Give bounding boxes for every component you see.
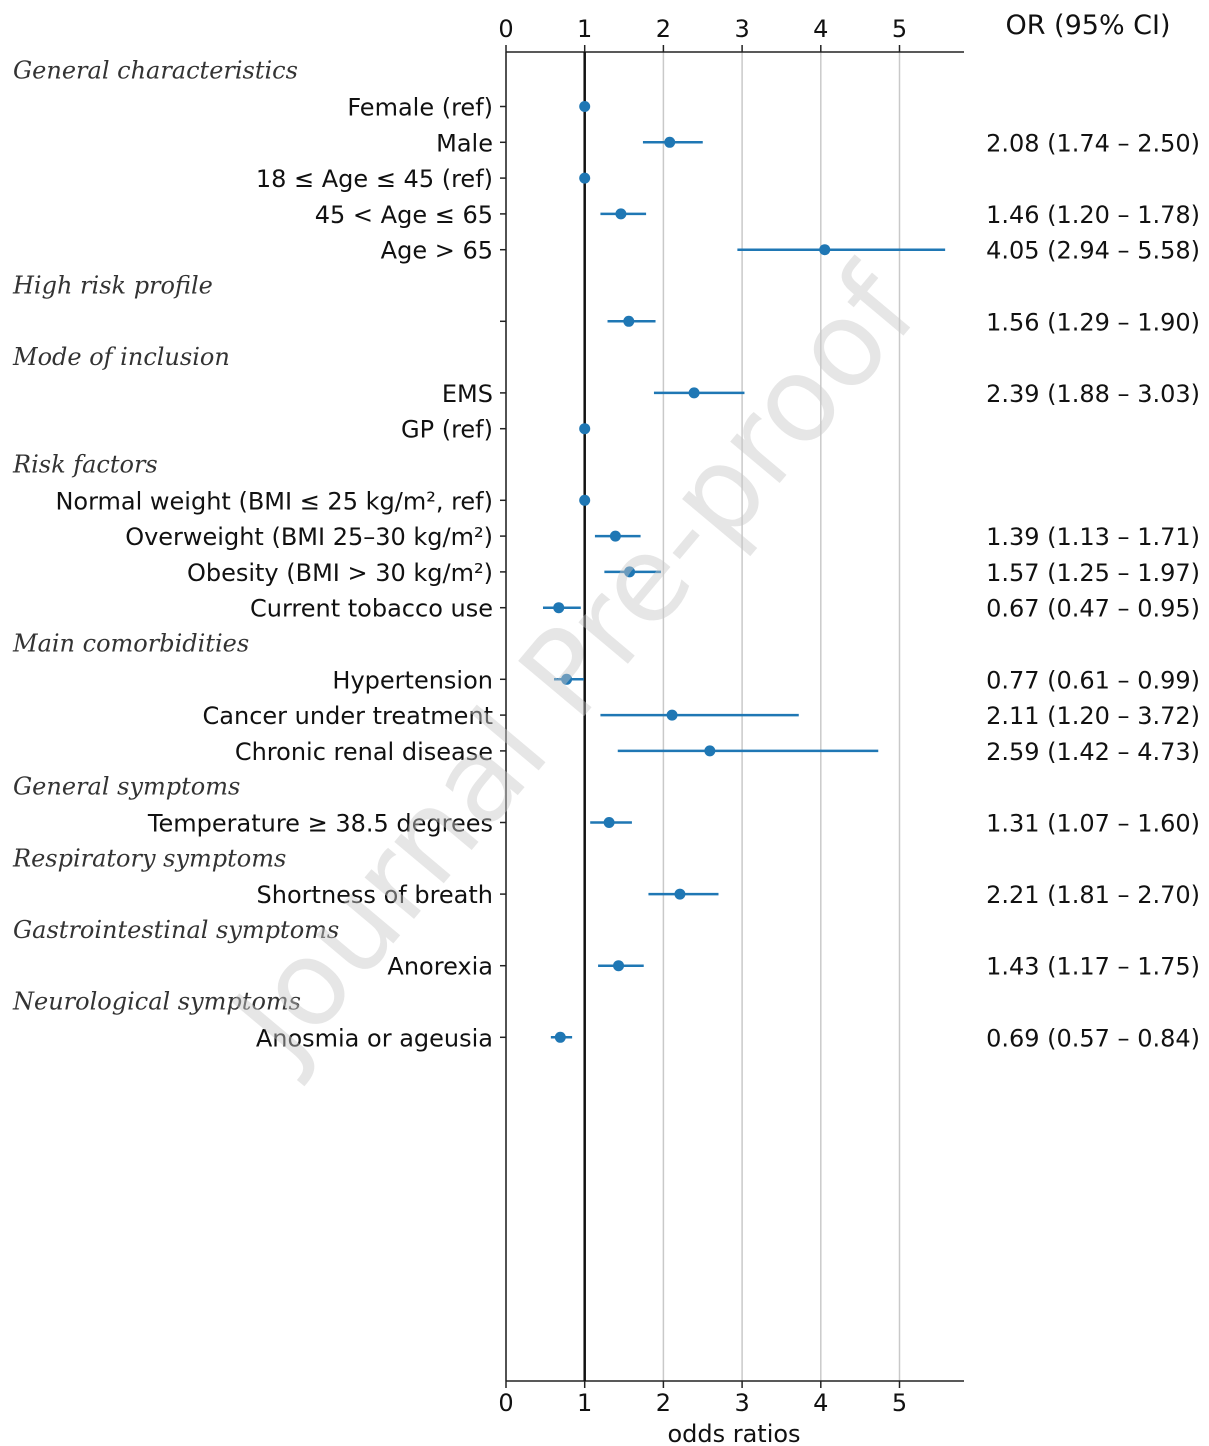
section-title: Gastrointestinal symptoms: [13, 916, 339, 944]
ci-value: 2.59 (1.42 – 4.73): [986, 738, 1200, 766]
row-label: Chronic renal disease: [235, 738, 493, 766]
point-estimate: [579, 101, 591, 112]
top-tick-label: 3: [734, 15, 749, 43]
axis-ticks: 0 0 1 1 2 2 3 3 4 4 5 5: [498, 15, 907, 1417]
row-label: Female (ref): [347, 94, 493, 122]
point-estimate: [623, 315, 635, 327]
top-tick-label: 0: [498, 15, 513, 43]
section-title: High risk profile: [12, 272, 213, 300]
row-label: Hypertension: [332, 666, 493, 694]
top-tick-label: 4: [813, 15, 828, 43]
ci-value: 1.56 (1.29 – 1.90): [986, 308, 1200, 336]
top-tick-label: 5: [892, 15, 907, 43]
section-title: General characteristics: [13, 57, 298, 85]
ci-value: 2.11 (1.20 – 3.72): [986, 702, 1200, 730]
data-marks: [542, 101, 946, 1043]
point-estimate: [579, 494, 591, 506]
bottom-tick-label: 5: [892, 1389, 907, 1417]
row-label: Temperature ≥ 38.5 degrees: [147, 810, 493, 838]
row-label: Overweight (BMI 25–30 kg/m²): [125, 523, 493, 551]
row-label: Shortness of breath: [257, 881, 493, 909]
ci-value: 0.77 (0.61 – 0.99): [986, 666, 1200, 694]
point-estimate: [579, 172, 591, 184]
row-label: Obesity (BMI > 30 kg/m²): [187, 559, 493, 587]
section-title: Risk factors: [12, 451, 158, 479]
ci-value: 0.69 (0.57 – 0.84): [986, 1024, 1200, 1052]
ci-value: 1.31 (1.07 – 1.60): [986, 810, 1200, 838]
point-estimate: [579, 423, 591, 435]
ci-value: 2.39 (1.88 – 3.03): [986, 380, 1200, 408]
row-label: EMS: [442, 380, 493, 408]
row-label: Age > 65: [381, 237, 493, 265]
bottom-tick-label: 1: [577, 1389, 592, 1417]
section-title: Main comorbidities: [12, 630, 249, 658]
ci-value: 2.08 (1.74 – 2.50): [986, 129, 1200, 157]
section-title: Mode of inclusion: [12, 343, 230, 371]
ci-value: 1.39 (1.13 – 1.71): [986, 523, 1200, 551]
ci-value: 0.67 (0.47 – 0.95): [986, 595, 1200, 623]
point-estimate: [624, 566, 636, 578]
ci-value: 1.57 (1.25 – 1.97): [986, 559, 1200, 587]
point-estimate: [609, 530, 621, 542]
row-label: Cancer under treatment: [203, 702, 493, 730]
point-estimate: [688, 387, 700, 399]
point-estimate: [615, 208, 627, 220]
row-label: Anosmia or ageusia: [256, 1024, 493, 1052]
ci-value: 4.05 (2.94 – 5.58): [986, 237, 1200, 265]
point-estimate: [704, 745, 716, 757]
row-labels: General characteristics Female (ref) Male 2…: [12, 57, 1200, 1053]
section-title: General symptoms: [13, 773, 240, 801]
bottom-tick-label: 2: [656, 1389, 671, 1417]
row-label: 45 < Age ≤ 65: [315, 201, 493, 229]
row-label: GP (ref): [401, 416, 493, 444]
row-label: Male: [436, 129, 493, 157]
section-title: Neurological symptoms: [12, 988, 301, 1016]
section-title: Respiratory symptoms: [12, 844, 286, 872]
point-estimate: [613, 960, 625, 972]
point-estimate: [666, 709, 678, 721]
x-axis-label: odds ratios: [667, 1420, 800, 1446]
point-estimate: [554, 1031, 566, 1043]
row-label: 18 ≤ Age ≤ 45 (ref): [256, 165, 493, 193]
ci-column-header: OR (95% CI): [1005, 10, 1170, 41]
bottom-tick-label: 4: [813, 1389, 828, 1417]
point-estimate: [561, 673, 573, 685]
watermark: Journal Pre-proof: [201, 241, 944, 1090]
bottom-tick-label: 3: [734, 1389, 749, 1417]
point-estimate: [674, 888, 686, 900]
bottom-tick-label: 0: [498, 1389, 513, 1417]
point-estimate: [664, 136, 676, 148]
top-tick-label: 1: [577, 15, 592, 43]
plot-frame: [505, 51, 964, 1382]
row-label: Normal weight (BMI ≤ 25 kg/m², ref): [55, 487, 493, 515]
ci-value: 2.21 (1.81 – 2.70): [986, 881, 1200, 909]
point-estimate: [819, 244, 831, 256]
ci-value: 1.43 (1.17 – 1.75): [986, 953, 1200, 981]
row-label: Current tobacco use: [250, 595, 493, 623]
row-label: Anorexia: [387, 953, 493, 981]
top-tick-label: 2: [656, 15, 671, 43]
ci-value: 1.46 (1.20 – 1.78): [986, 201, 1200, 229]
point-estimate: [603, 817, 615, 828]
point-estimate: [553, 602, 565, 614]
